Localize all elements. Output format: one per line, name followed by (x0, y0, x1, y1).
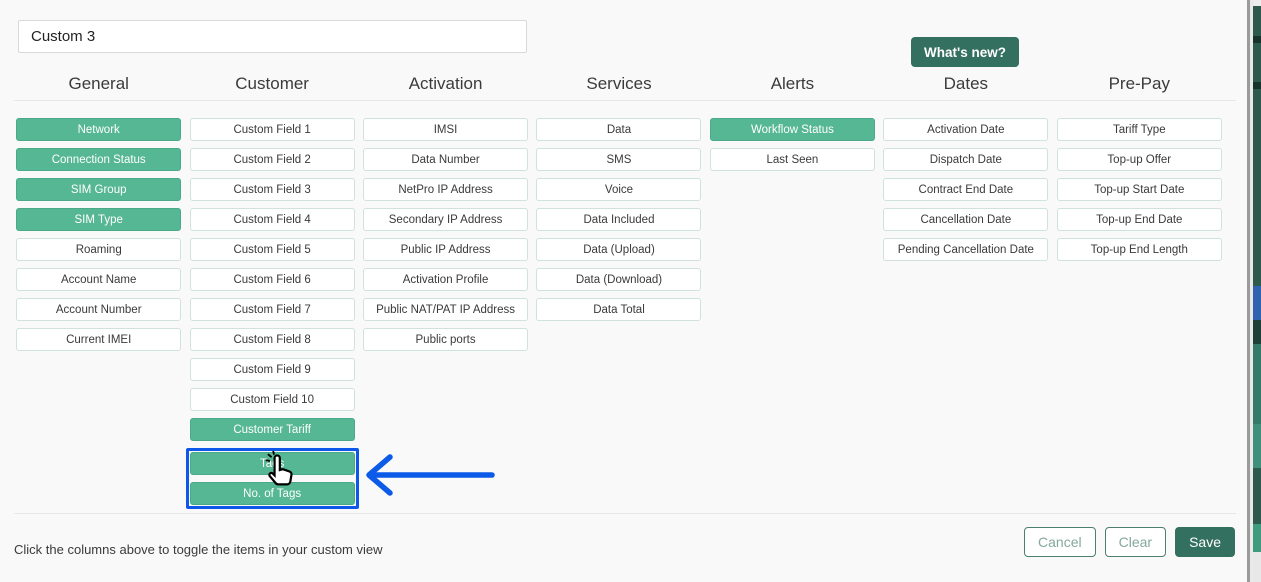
toggle-data-number[interactable]: Data Number (363, 148, 529, 171)
toggle-voice[interactable]: Voice (536, 178, 702, 201)
toggle-activation-date[interactable]: Activation Date (883, 118, 1049, 141)
toggle-netpro-ip-address[interactable]: NetPro IP Address (363, 178, 529, 201)
toggle-tariff-type[interactable]: Tariff Type (1056, 118, 1222, 141)
toggle-data-download[interactable]: Data (Download) (536, 268, 702, 291)
toggle-custom-field-4[interactable]: Custom Field 4 (189, 208, 355, 231)
column-alerts: Workflow Status Last Seen (706, 118, 879, 171)
save-button[interactable]: Save (1175, 527, 1235, 557)
highlight-box: Tags No. of Tags (185, 448, 359, 509)
toggle-workflow-status[interactable]: Workflow Status (709, 118, 875, 141)
toggle-custom-field-10[interactable]: Custom Field 10 (189, 388, 355, 411)
column-headers-row: General Customer Activation Services Alerts D… (0, 74, 1238, 94)
column-header-general: General (68, 74, 129, 93)
cancel-button[interactable]: Cancel (1024, 527, 1096, 557)
toggle-secondary-ip-address[interactable]: Secondary IP Address (363, 208, 529, 231)
app-background-strip (1253, 0, 1261, 582)
toggle-custom-field-5[interactable]: Custom Field 5 (189, 238, 355, 261)
toggle-activation-profile[interactable]: Activation Profile (363, 268, 529, 291)
column-header-services: Services (586, 74, 652, 93)
toggle-top-up-start-date[interactable]: Top-up Start Date (1056, 178, 1222, 201)
toggle-current-imei[interactable]: Current IMEI (16, 328, 182, 351)
toggle-top-up-offer[interactable]: Top-up Offer (1056, 148, 1222, 171)
toggle-custom-field-3[interactable]: Custom Field 3 (189, 178, 355, 201)
column-header-pre-pay: Pre-Pay (1108, 74, 1170, 93)
column-header-dates: Dates (943, 74, 989, 93)
toggle-data-total[interactable]: Data Total (536, 298, 702, 321)
whats-new-button[interactable]: What's new? (911, 37, 1019, 67)
toggle-public-nat-pat-ip-address[interactable]: Public NAT/PAT IP Address (363, 298, 529, 321)
toggle-data[interactable]: Data (536, 118, 702, 141)
footer-buttons: Cancel Clear Save (1024, 527, 1235, 557)
toggle-network[interactable]: Network (16, 118, 182, 141)
toggle-sms[interactable]: SMS (536, 148, 702, 171)
toggle-data-upload[interactable]: Data (Upload) (536, 238, 702, 261)
toggle-dispatch-date[interactable]: Dispatch Date (883, 148, 1049, 171)
view-name-input[interactable] (18, 20, 527, 53)
column-header-activation: Activation (408, 74, 483, 93)
toggle-custom-field-1[interactable]: Custom Field 1 (189, 118, 355, 141)
toggle-public-ip-address[interactable]: Public IP Address (363, 238, 529, 261)
toggle-custom-field-8[interactable]: Custom Field 8 (189, 328, 355, 351)
field-columns: Network Connection Status SIM Group SIM Typ… (0, 118, 1238, 509)
toggle-no-of-tags[interactable]: No. of Tags (189, 482, 355, 505)
footer-hint-text: Click the columns above to toggle the it… (14, 542, 383, 557)
toggle-account-number[interactable]: Account Number (16, 298, 182, 321)
column-pre-pay: Tariff Type Top-up Offer Top-up Start Date… (1053, 118, 1226, 261)
toggle-sim-type[interactable]: SIM Type (16, 208, 182, 231)
column-header-alerts: Alerts (770, 74, 815, 93)
column-header-customer: Customer (235, 74, 309, 93)
toggle-top-up-end-date[interactable]: Top-up End Date (1056, 208, 1222, 231)
toggle-cancellation-date[interactable]: Cancellation Date (883, 208, 1049, 231)
toggle-custom-field-6[interactable]: Custom Field 6 (189, 268, 355, 291)
toggle-roaming[interactable]: Roaming (16, 238, 182, 261)
toggle-public-ports[interactable]: Public ports (363, 328, 529, 351)
footer-divider (14, 513, 1236, 514)
column-customer: Custom Field 1 Custom Field 2 Custom Field… (185, 118, 359, 509)
toggle-top-up-end-length[interactable]: Top-up End Length (1056, 238, 1222, 261)
toggle-last-seen[interactable]: Last Seen (709, 148, 875, 171)
toggle-customer-tariff[interactable]: Customer Tariff (189, 418, 355, 441)
column-services: Data SMS Voice Data Included Data (Upload) Da… (532, 118, 705, 321)
toggle-imsi[interactable]: IMSI (363, 118, 529, 141)
toggle-custom-field-7[interactable]: Custom Field 7 (189, 298, 355, 321)
toggle-custom-field-2[interactable]: Custom Field 2 (189, 148, 355, 171)
toggle-sim-group[interactable]: SIM Group (16, 178, 182, 201)
column-dates: Activation Date Dispatch Date Contract End… (879, 118, 1052, 261)
column-activation: IMSI Data Number NetPro IP Address Secondar… (359, 118, 532, 351)
column-general: Network Connection Status SIM Group SIM Typ… (12, 118, 185, 351)
clear-button[interactable]: Clear (1104, 527, 1167, 557)
header-divider (14, 100, 1236, 101)
annotation-arrow-icon (366, 454, 495, 496)
toggle-contract-end-date[interactable]: Contract End Date (883, 178, 1049, 201)
toggle-account-name[interactable]: Account Name (16, 268, 182, 291)
toggle-pending-cancellation-date[interactable]: Pending Cancellation Date (883, 238, 1049, 261)
toggle-connection-status[interactable]: Connection Status (16, 148, 182, 171)
hand-pointer-cursor-icon (265, 450, 293, 486)
toggle-data-included[interactable]: Data Included (536, 208, 702, 231)
toggle-custom-field-9[interactable]: Custom Field 9 (189, 358, 355, 381)
